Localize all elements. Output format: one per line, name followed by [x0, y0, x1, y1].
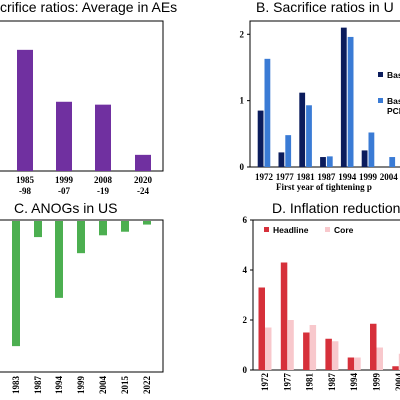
bar-d-s1-5: [376, 347, 383, 370]
bar-d-s0-3: [325, 338, 332, 370]
legend-swatch-b-0: [378, 72, 383, 77]
xtick-a-3-line1: 2008: [94, 175, 113, 185]
legend-swatch-d-0: [264, 227, 269, 232]
panel-b-title: B. Sacrifice ratios in U: [256, 0, 394, 15]
bar-c-7: [143, 221, 151, 225]
panel-a-frame: [0, 20, 164, 172]
xtick-d-4: 1994: [349, 373, 359, 392]
bar-b-s1-6: [389, 157, 396, 167]
xtick-b-1: 1977: [276, 172, 295, 182]
ytick-b-1: 1: [240, 96, 245, 106]
xtick-b-2: 1981: [297, 172, 316, 182]
bar-a-4: [135, 154, 151, 171]
bar-c-3: [55, 221, 63, 298]
ytick-d-2: 4: [243, 265, 248, 275]
bar-d-s0-1: [280, 262, 288, 370]
xtick-d-1: 1977: [282, 373, 292, 392]
xtick-d-2: 1981: [305, 373, 315, 392]
xtick-b-6: 2004: [380, 172, 399, 182]
bar-b-s1-0: [264, 58, 271, 168]
bar-c-1: [12, 221, 20, 347]
xtick-d-6: 2004: [394, 373, 400, 392]
bar-c-2: [34, 221, 42, 238]
bar-d-s1-2: [309, 325, 317, 370]
bar-d-s1-4: [354, 357, 361, 370]
xtick-c-3: 1994: [54, 376, 64, 395]
panel-c-title: C. ANOGs in US: [14, 200, 118, 216]
bar-b-s0-2: [299, 92, 306, 167]
bar-d-s1-0: [265, 327, 272, 370]
bar-b-s1-5: [368, 132, 375, 167]
panel-d-title: D. Inflation reduction in: [272, 200, 400, 216]
bar-a-1: [17, 49, 33, 171]
xtick-d-3: 1987: [327, 373, 337, 392]
bar-c-5: [99, 221, 107, 236]
ytick-d-1: 2: [243, 315, 248, 325]
bar-a-2: [56, 101, 72, 171]
xtick-c-1: 1983: [11, 376, 21, 395]
xtick-d-0: 1972: [260, 373, 270, 392]
xtick-c-2: 1987: [33, 376, 43, 395]
panel-b-frame: [249, 20, 400, 168]
bar-b-s0-3: [320, 157, 326, 167]
xlabel-b: First year of tightening p: [276, 182, 372, 192]
xtick-a-2-line1: 1999: [55, 175, 74, 185]
xtick-a-2-line2: -07: [58, 186, 70, 196]
bar-d-s0-4: [347, 357, 355, 370]
legend-label-b-0: Baseli: [387, 70, 400, 80]
panel-c-frame: [0, 219, 164, 373]
xtick-b-3: 1987: [317, 172, 336, 182]
xtick-b-4: 1994: [338, 172, 357, 182]
bar-c-4: [77, 221, 85, 254]
xtick-b-0: 1972: [255, 172, 274, 182]
bar-b-s1-4: [347, 36, 354, 167]
bar-b-s0-0: [257, 110, 264, 167]
bar-b-s1-2: [306, 105, 312, 167]
xtick-a-1-line1: 1985: [16, 175, 35, 185]
xtick-a-4-line1: 2020: [134, 175, 153, 185]
xtick-a-3-line2: -19: [97, 186, 109, 196]
bar-d-s0-5: [370, 323, 377, 370]
bar-d-s1-6: [398, 353, 400, 370]
xtick-b-5: 1999: [359, 172, 378, 182]
ytick-d-3: 6: [243, 215, 248, 225]
ytick-b-0: 0: [240, 162, 245, 172]
legend-swatch-d-1: [325, 227, 330, 232]
legend-label-d-0: Headline: [273, 225, 309, 235]
xtick-c-7: 2022: [142, 376, 152, 395]
bar-c-6: [121, 221, 129, 232]
bar-d-s0-0: [258, 287, 265, 370]
xtick-d-5: 1999: [372, 373, 382, 392]
legend-label-d-1: Core: [334, 225, 354, 235]
bar-d-s0-6: [392, 366, 399, 370]
legend-label-b-1-line1: Basel: [387, 96, 400, 106]
xtick-a-1-line2: -98: [19, 186, 31, 196]
xtick-c-5: 2004: [98, 376, 108, 395]
bar-b-s0-4: [340, 27, 347, 167]
xtick-a-4-line2: -24: [137, 186, 149, 196]
ytick-b-2: 2: [240, 29, 245, 39]
ytick-d-0: 0: [243, 365, 248, 375]
bar-a-3: [95, 104, 111, 171]
panel-a-title: crifice ratios: Average in AEs: [0, 0, 178, 15]
bar-b-s1-1: [285, 135, 292, 167]
bar-b-s1-3: [326, 156, 333, 167]
bar-d-s0-2: [303, 332, 310, 370]
xtick-c-6: 2015: [120, 376, 130, 395]
bar-d-s1-1: [287, 320, 294, 370]
bar-b-s0-5: [361, 150, 368, 167]
xtick-c-4: 1999: [76, 376, 86, 395]
legend-label-b-1-line2: PCE: [387, 106, 400, 116]
bar-b-s0-1: [278, 152, 285, 167]
legend-swatch-b-1: [378, 98, 383, 103]
bar-d-s1-3: [331, 341, 339, 370]
